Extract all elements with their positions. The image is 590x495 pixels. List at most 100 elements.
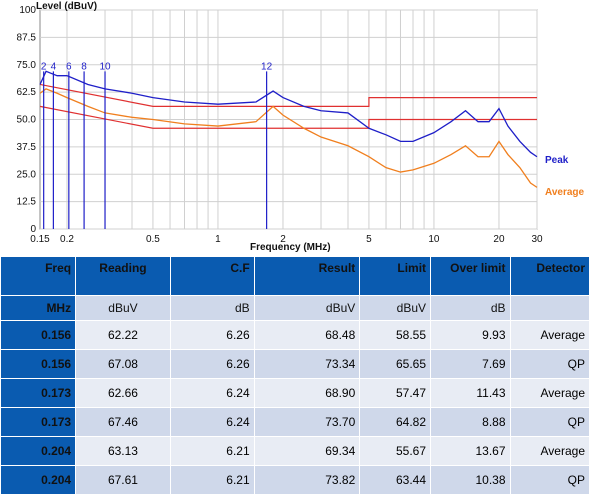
x-tick-label: 0.5 [146, 234, 160, 245]
marker-label: 4 [51, 61, 57, 72]
unit-cell-3: dB [170, 296, 254, 320]
y-axis-label: Level (dBuV) [36, 1, 97, 12]
y-tick-labels: 0 12.5 25.0 37.5 50.0 62.5 75.0 87.5 100 [17, 5, 37, 235]
x-tick-label: 5 [366, 234, 372, 245]
marker-label: 8 [81, 61, 87, 72]
table-row: 0.204 63.13 6.21 69.34 55.67 13.67 Average [1, 437, 589, 465]
cell-5: 55.67 [360, 437, 431, 465]
header-cell-2: Reading [76, 257, 170, 295]
cell-5: 63.44 [360, 466, 431, 494]
cell-2: 67.61 [76, 466, 170, 494]
table-row: 0.156 67.08 6.26 73.34 65.65 7.69 QP [1, 350, 589, 378]
cell-4: 73.34 [254, 350, 360, 378]
x-axis-label: Frequency (MHz) [250, 242, 331, 252]
cell-1: 0.173 [1, 408, 76, 436]
marker-label: 10 [99, 61, 111, 72]
header-cell-4: Result [254, 257, 360, 295]
cell-6: 10.38 [431, 466, 510, 494]
x-tick-label: 20 [493, 234, 505, 245]
y-tick-label: 50.0 [17, 115, 37, 126]
results-table: Freq Reading C.F Result Limit Over limit Detec… [0, 256, 590, 495]
cell-7: QP [510, 466, 589, 494]
unit-cell-5: dBuV [360, 296, 431, 320]
cell-7: QP [510, 408, 589, 436]
cell-6: 13.67 [431, 437, 510, 465]
cell-4: 73.70 [254, 408, 360, 436]
x-tick-label: 30 [531, 234, 543, 245]
marker-label: 2 [41, 61, 47, 72]
emission-chart: 2 4 6 8 10 12 012.525.037.550.062.575.087.510… [17, 1, 585, 252]
cell-3: 6.26 [170, 350, 254, 378]
cell-6: 9.93 [431, 321, 510, 349]
marker-label: 6 [66, 61, 72, 72]
cell-6: 8.88 [431, 408, 510, 436]
x-tick-label: 1 [215, 234, 221, 245]
y-tick-label: 12.5 [17, 197, 37, 208]
y-tick-label: 25.0 [17, 169, 37, 180]
cell-7: Average [510, 379, 589, 407]
marker-label: 12 [261, 61, 273, 72]
table-row: 0.156 62.22 6.26 68.48 58.55 9.93 Average [1, 321, 589, 349]
cell-5: 57.47 [360, 379, 431, 407]
cell-5: 64.82 [360, 408, 431, 436]
unit-cell-1: MHz [1, 296, 76, 320]
series-lines [39, 70, 538, 188]
y-tick-label: 87.5 [17, 32, 37, 43]
header-cell-7: Detector [510, 257, 589, 295]
table-row: 0.173 62.66 6.24 68.90 57.47 11.43 Average [1, 379, 589, 407]
cell-6: 7.69 [431, 350, 510, 378]
legend-peak: Peak [545, 155, 569, 166]
x-tick-label: 2 [280, 234, 286, 245]
cell-1: 0.173 [1, 379, 76, 407]
header-cell-3: C.F [170, 257, 254, 295]
unit-cell-6: dB [431, 296, 510, 320]
y-tick-label: 0 [30, 224, 36, 235]
cell-3: 6.24 [170, 379, 254, 407]
unit-cell-4: dBuV [254, 296, 360, 320]
cell-2: 67.46 [76, 408, 170, 436]
cell-1: 0.204 [1, 437, 76, 465]
peak-series-line [39, 70, 538, 158]
y-tick-label: 75.0 [17, 60, 37, 71]
x-tick-label: 0.15 [30, 234, 50, 245]
cell-4: 68.90 [254, 379, 360, 407]
unit-cell-7 [510, 296, 589, 320]
cell-2: 62.22 [76, 321, 170, 349]
y-tick-label: 37.5 [17, 142, 37, 153]
y-tick-label: 100 [19, 5, 36, 16]
cell-3: 6.21 [170, 437, 254, 465]
cell-7: Average [510, 437, 589, 465]
marker-lines: 2 4 6 8 10 12 [41, 61, 273, 229]
average-series-line [39, 88, 538, 188]
y-tick-label: 62.5 [17, 87, 37, 98]
cell-4: 68.48 [254, 321, 360, 349]
x-tick-label: 10 [428, 234, 440, 245]
x-tick-labels: 0.15 0.2 0.5 1 2 5 10 20 30 [30, 234, 543, 245]
cell-4: 73.82 [254, 466, 360, 494]
cell-5: 65.65 [360, 350, 431, 378]
header-cell-6: Over limit [431, 257, 510, 295]
cell-7: Average [510, 321, 589, 349]
unit-cell-2: dBuV [76, 296, 170, 320]
cell-3: 6.26 [170, 321, 254, 349]
table-row: 0.173 67.46 6.24 73.70 64.82 8.88 QP [1, 408, 589, 436]
cell-1: 0.204 [1, 466, 76, 494]
cell-2: 62.66 [76, 379, 170, 407]
cell-1: 0.156 [1, 350, 76, 378]
cell-4: 69.34 [254, 437, 360, 465]
legend-average: Average [545, 187, 585, 198]
cell-7: QP [510, 350, 589, 378]
table-units-row: MHz dBuV dB dBuV dBuV dB [1, 296, 589, 320]
x-tick-label: 0.2 [60, 234, 74, 245]
cell-2: 63.13 [76, 437, 170, 465]
header-cell-1: Freq [1, 257, 76, 295]
header-cell-5: Limit [360, 257, 431, 295]
cell-5: 58.55 [360, 321, 431, 349]
cell-2: 67.08 [76, 350, 170, 378]
table-row: 0.204 67.61 6.21 73.82 63.44 10.38 QP [1, 466, 589, 494]
results-table-body: Freq Reading C.F Result Limit Over limit Detec… [1, 257, 589, 494]
cell-1: 0.156 [1, 321, 76, 349]
table-header-row: Freq Reading C.F Result Limit Over limit Detec… [1, 257, 589, 295]
cell-6: 11.43 [431, 379, 510, 407]
cell-3: 6.24 [170, 408, 254, 436]
